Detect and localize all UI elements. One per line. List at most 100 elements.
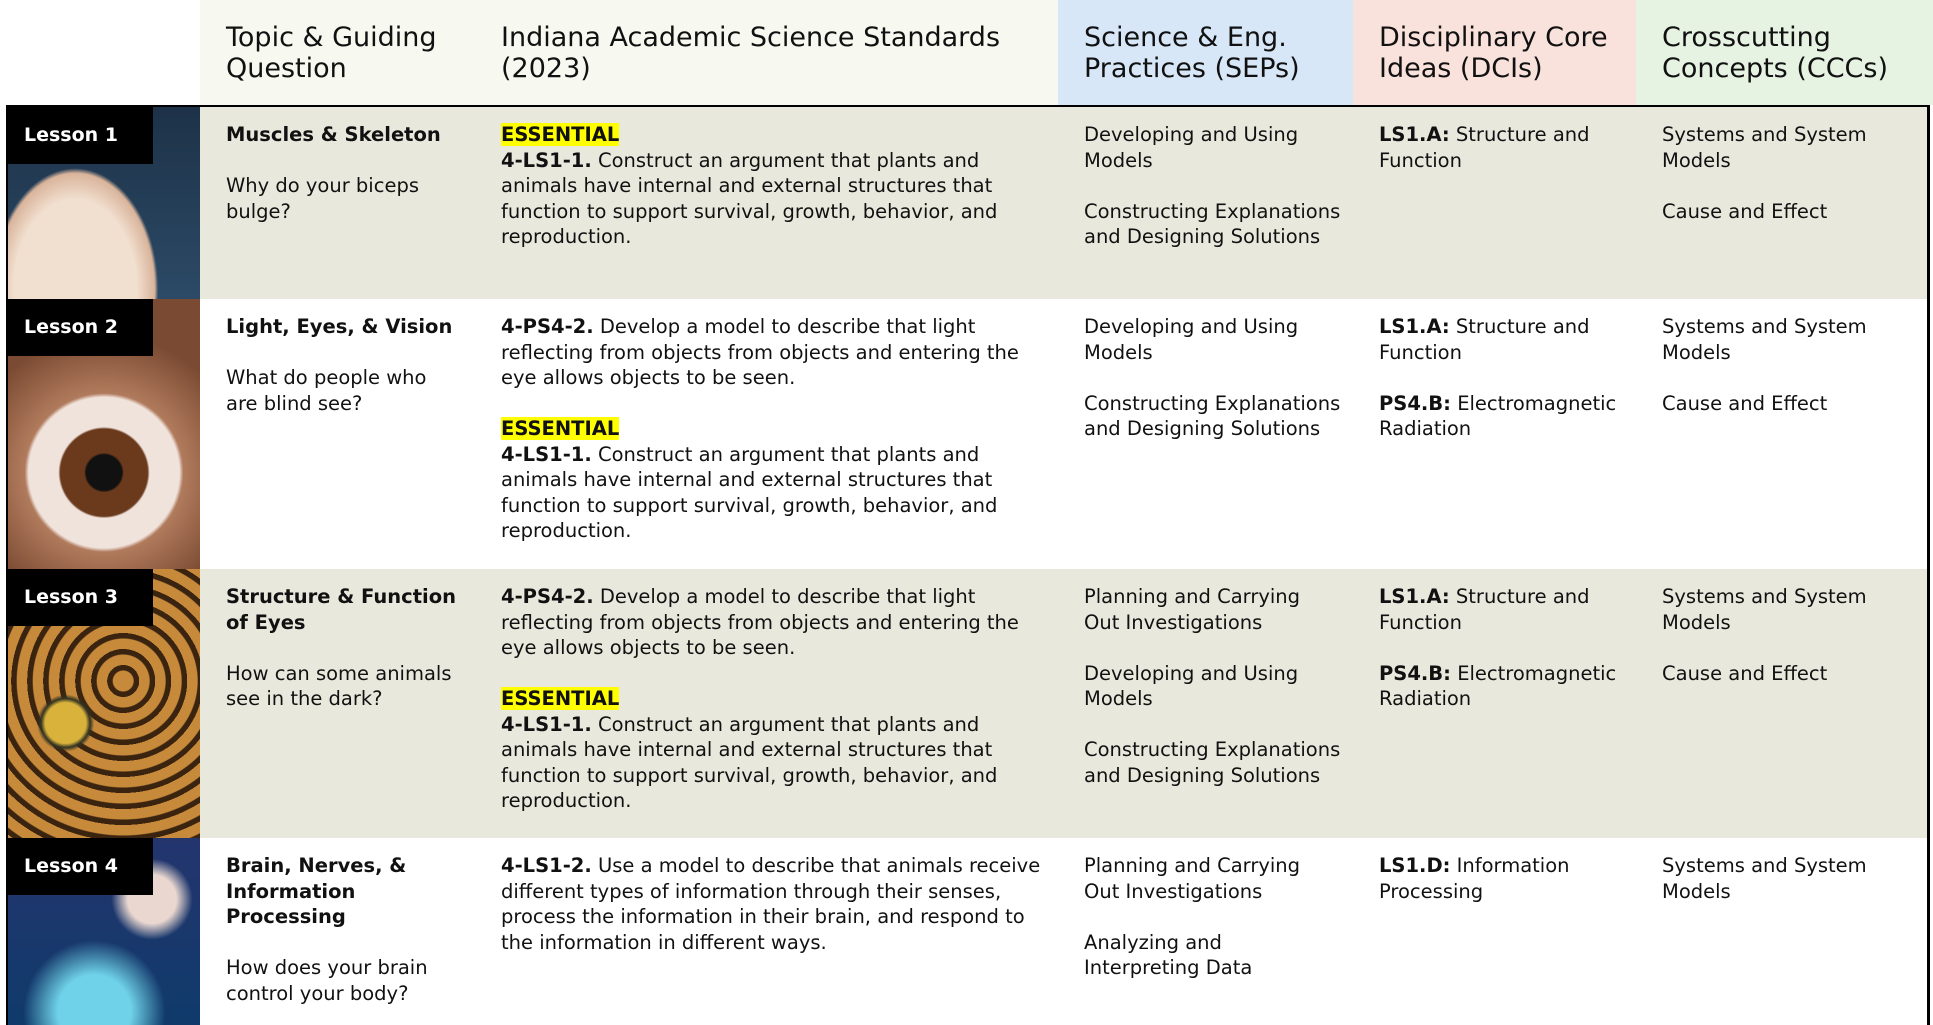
lesson-table: Lesson 1 Muscles & Skeleton Why do your bi…	[6, 105, 1930, 1025]
sep: Constructing Explanations and Designing …	[1084, 391, 1341, 441]
topic-cell: Brain, Nerves, & Information Processing H…	[200, 838, 475, 1025]
lesson-image: Lesson 4	[8, 838, 200, 1025]
dci: LS1.D: Information Processing	[1379, 853, 1624, 904]
standards-cell: 4-PS4-2. Develop a model to describe tha…	[475, 569, 1058, 849]
dci-text: Structure and Function	[1379, 123, 1590, 172]
lesson-row: Lesson 1 Muscles & Skeleton Why do your bi…	[8, 107, 1927, 299]
essential-tag: ESSENTIAL	[501, 123, 620, 146]
lesson-label: Lesson 4	[8, 838, 153, 895]
standard-code: 4-LS1-1.	[501, 442, 592, 466]
lesson-image: Lesson 3	[8, 569, 200, 849]
ccc-cell: Systems and System Models Cause and Effec…	[1636, 107, 1929, 299]
standard-code: 4-LS1-1.	[501, 712, 592, 736]
standards-cell: 4-LS1-2. Use a model to describe that an…	[475, 838, 1058, 1025]
lesson-label: Lesson 3	[8, 569, 153, 626]
dci: LS1.A: Structure and Function	[1379, 122, 1624, 173]
sep-cell: Developing and Using Models Constructing …	[1058, 299, 1353, 579]
lesson-image: Lesson 2	[8, 299, 200, 579]
ccc: Cause and Effect	[1662, 661, 1828, 685]
sep-cell: Planning and Carrying Out Investigations…	[1058, 569, 1353, 849]
standards-cell: 4-PS4-2. Develop a model to describe tha…	[475, 299, 1058, 579]
ccc-cell: Systems and System Models Cause and Effec…	[1636, 299, 1929, 579]
dci: LS1.A: Structure and Function	[1379, 584, 1624, 635]
sep: Developing and Using Models	[1084, 123, 1299, 172]
standard: 4-PS4-2. Develop a model to describe tha…	[501, 584, 1046, 661]
topic-cell: Structure & Function of Eyes How can some…	[200, 569, 475, 849]
lesson-image: Lesson 1	[8, 107, 200, 299]
standard-text: Develop a model to describe that light r…	[501, 315, 1019, 389]
sep: Analyzing and Interpreting Data	[1084, 930, 1253, 980]
essential-tag: ESSENTIAL	[501, 687, 620, 710]
standard-text: Construct an argument that plants and an…	[501, 712, 998, 813]
standard: ESSENTIAL 4-LS1-1. Construct an argument …	[501, 416, 1046, 544]
dci-text: Structure and Function	[1379, 315, 1590, 364]
ccc-cell: Systems and System Models	[1636, 838, 1929, 1025]
topic-title: Muscles & Skeleton	[226, 123, 441, 146]
dci: PS4.B: Electromagnetic Radiation	[1379, 661, 1624, 712]
sep: Planning and Carrying Out Investigations	[1084, 585, 1301, 634]
standard: 4-LS1-2. Use a model to describe that an…	[501, 853, 1046, 955]
topic-cell: Light, Eyes, & Vision What do people who …	[200, 299, 475, 579]
standards-cell: ESSENTIAL 4-LS1-1. Construct an argument …	[475, 107, 1058, 299]
dci-cell: LS1.A: Structure and Function PS4.B: Elec…	[1353, 569, 1636, 849]
topic-title: Brain, Nerves, & Information Processing	[226, 854, 407, 928]
guiding-question: How can some animals see in the dark?	[226, 661, 452, 711]
dci-text: Electromagnetic Radiation	[1379, 661, 1617, 711]
standard-code: 4-LS1-1.	[501, 148, 592, 172]
ccc: Cause and Effect	[1662, 391, 1828, 415]
lesson-label: Lesson 1	[8, 107, 153, 164]
topic-title: Light, Eyes, & Vision	[226, 315, 453, 338]
dci-code: LS1.A:	[1379, 123, 1450, 146]
standard: ESSENTIAL 4-LS1-1. Construct an argument …	[501, 686, 1046, 814]
lesson-label: Lesson 2	[8, 299, 153, 356]
header-cell: Science & Eng. Practices (SEPs)	[1058, 0, 1353, 105]
dci-code: PS4.B:	[1379, 391, 1451, 415]
lesson-row: Lesson 4 Brain, Nerves, & Information Pro…	[8, 838, 1927, 1025]
dci-code: PS4.B:	[1379, 661, 1451, 685]
standard-text: Develop a model to describe that light r…	[501, 585, 1019, 659]
sep: Developing and Using Models	[1084, 661, 1299, 711]
header-blank	[0, 0, 200, 105]
sep: Constructing Explanations and Designing …	[1084, 199, 1341, 249]
lesson-row: Lesson 2 Light, Eyes, & Vision What do peo…	[8, 299, 1927, 579]
header-cell: Topic & Guiding Question	[200, 0, 475, 105]
ccc: Systems and System Models	[1662, 123, 1867, 172]
sep: Constructing Explanations and Designing …	[1084, 738, 1341, 787]
dci-cell: LS1.A: Structure and Function PS4.B: Elec…	[1353, 299, 1636, 579]
standard: ESSENTIAL 4-LS1-1. Construct an argument …	[501, 122, 1046, 250]
dci-text: Information Processing	[1379, 854, 1570, 903]
guiding-question: How does your brain control your body?	[226, 956, 428, 1005]
standard-code: 4-PS4-2.	[501, 315, 594, 338]
dci: LS1.A: Structure and Function	[1379, 314, 1624, 365]
sep-cell: Planning and Carrying Out Investigations…	[1058, 838, 1353, 1025]
guiding-question: What do people who are blind see?	[226, 366, 427, 415]
essential-tag: ESSENTIAL	[501, 417, 620, 440]
guiding-question: Why do your biceps bulge?	[226, 174, 419, 223]
header-cell: Crosscutting Concepts (CCCs)	[1636, 0, 1933, 105]
dci-text: Structure and Function	[1379, 585, 1590, 634]
lesson-row: Lesson 3 Structure & Function of Eyes How …	[8, 569, 1927, 849]
dci: PS4.B: Electromagnetic Radiation	[1379, 391, 1624, 442]
topic-title: Structure & Function of Eyes	[226, 585, 457, 634]
dci-cell: LS1.A: Structure and Function	[1353, 107, 1636, 299]
standard-text: Construct an argument that plants and an…	[501, 442, 998, 543]
dci-code: LS1.D:	[1379, 854, 1451, 877]
standard-code: 4-PS4-2.	[501, 585, 594, 608]
dci-text: Electromagnetic Radiation	[1379, 391, 1617, 441]
ccc: Systems and System Models	[1662, 585, 1867, 634]
standard-code: 4-LS1-2.	[501, 854, 592, 877]
standard-text: Use a model to describe that animals rec…	[501, 854, 1041, 954]
dci-code: LS1.A:	[1379, 585, 1450, 608]
sep: Developing and Using Models	[1084, 315, 1299, 364]
standard: 4-PS4-2. Develop a model to describe tha…	[501, 314, 1046, 391]
header-cell: Indiana Academic Science Standards (2023…	[475, 0, 1058, 105]
ccc: Systems and System Models	[1662, 315, 1867, 364]
header-row: Topic & Guiding Question Indiana Academic…	[0, 0, 1933, 105]
ccc-cell: Systems and System Models Cause and Effec…	[1636, 569, 1929, 849]
ccc: Cause and Effect	[1662, 199, 1828, 223]
sep-cell: Developing and Using Models Constructing …	[1058, 107, 1353, 299]
ccc: Systems and System Models	[1662, 854, 1867, 903]
standard-text: Construct an argument that plants and an…	[501, 148, 998, 249]
dci-cell: LS1.D: Information Processing	[1353, 838, 1636, 1025]
